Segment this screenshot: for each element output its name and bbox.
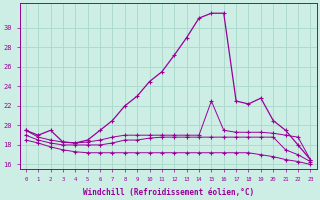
X-axis label: Windchill (Refroidissement éolien,°C): Windchill (Refroidissement éolien,°C) xyxy=(83,188,254,197)
